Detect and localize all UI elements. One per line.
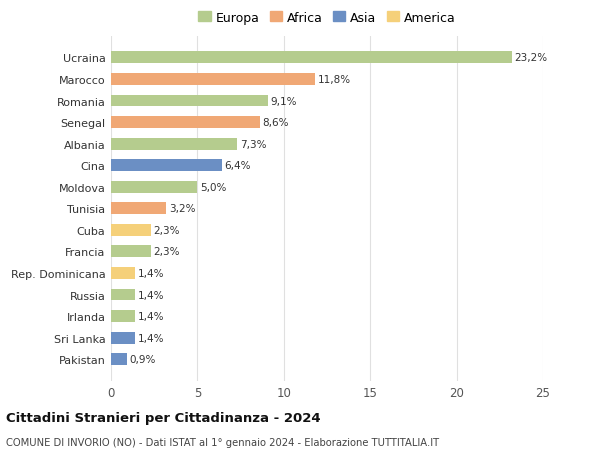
Bar [111, 310, 135, 322]
Text: 11,8%: 11,8% [317, 75, 350, 85]
Text: 0,9%: 0,9% [129, 354, 155, 364]
Bar [111, 246, 151, 258]
Text: 8,6%: 8,6% [262, 118, 289, 128]
Bar [111, 181, 197, 193]
Bar [111, 353, 127, 365]
Bar [111, 332, 135, 344]
Text: 3,2%: 3,2% [169, 204, 196, 214]
Text: 5,0%: 5,0% [200, 182, 226, 192]
Bar [111, 52, 512, 64]
Bar [111, 95, 268, 107]
Text: 23,2%: 23,2% [514, 53, 548, 63]
Text: 2,3%: 2,3% [154, 225, 180, 235]
Text: 1,4%: 1,4% [138, 269, 164, 278]
Text: 1,4%: 1,4% [138, 290, 164, 300]
Bar [111, 160, 221, 172]
Text: COMUNE DI INVORIO (NO) - Dati ISTAT al 1° gennaio 2024 - Elaborazione TUTTITALIA: COMUNE DI INVORIO (NO) - Dati ISTAT al 1… [6, 437, 439, 447]
Text: 6,4%: 6,4% [224, 161, 251, 171]
Bar [111, 139, 237, 150]
Text: 1,4%: 1,4% [138, 311, 164, 321]
Text: 2,3%: 2,3% [154, 247, 180, 257]
Bar [111, 117, 260, 129]
Text: 9,1%: 9,1% [271, 96, 298, 106]
Text: 1,4%: 1,4% [138, 333, 164, 343]
Bar [111, 203, 166, 215]
Bar [111, 268, 135, 279]
Bar [111, 224, 151, 236]
Text: 7,3%: 7,3% [240, 140, 266, 149]
Legend: Europa, Africa, Asia, America: Europa, Africa, Asia, America [196, 9, 458, 27]
Bar [111, 289, 135, 301]
Bar [111, 74, 315, 86]
Text: Cittadini Stranieri per Cittadinanza - 2024: Cittadini Stranieri per Cittadinanza - 2… [6, 411, 320, 424]
